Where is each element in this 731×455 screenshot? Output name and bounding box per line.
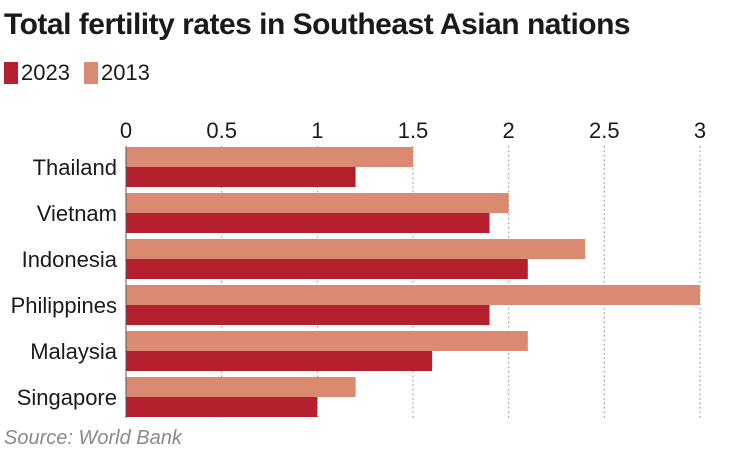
- legend-label-2023: 2023: [21, 60, 70, 85]
- x-tick-label: 2: [503, 118, 515, 143]
- category-label: Thailand: [33, 155, 117, 180]
- x-tick-label: 1.5: [398, 118, 429, 143]
- legend-item-2013: 2013: [83, 60, 150, 86]
- x-tick-label: 1: [311, 118, 323, 143]
- bar-2013-indonesia: [126, 239, 586, 259]
- bar-2013-singapore: [126, 377, 356, 397]
- bar-2023-vietnam: [126, 213, 490, 233]
- bar-chart: 0 0.5 1 1.5 2 2.5 3 Thailand Vietnam Indonesia Phi…: [11, 118, 706, 418]
- bar-2023-malaysia: [126, 351, 433, 371]
- category-label: Singapore: [17, 385, 117, 410]
- category-label: Malaysia: [30, 339, 118, 364]
- chart-title: Total fertility rates in Southeast Asian…: [4, 8, 631, 41]
- legend-swatch-2023: [4, 62, 18, 84]
- bar-2023-indonesia: [126, 259, 528, 279]
- x-tick-label: 2.5: [589, 118, 620, 143]
- chart-source: Source: World Bank: [4, 427, 182, 449]
- bar-2013-vietnam: [126, 193, 509, 213]
- bar-2023-singapore: [126, 397, 318, 417]
- bar-2023-philippines: [126, 305, 490, 325]
- legend-swatch-2013: [83, 62, 98, 84]
- bar-2013-malaysia: [126, 331, 528, 351]
- bar-2013-philippines: [126, 285, 700, 305]
- legend: 2023 2013: [4, 60, 164, 86]
- x-tick-label: 0: [120, 118, 132, 143]
- bar-2013-thailand: [126, 147, 413, 167]
- category-label: Indonesia: [22, 247, 118, 272]
- legend-label-2013: 2013: [100, 60, 150, 85]
- x-tick-label: 0.5: [206, 118, 237, 143]
- x-tick-label: 3: [694, 118, 706, 143]
- bar-2023-thailand: [126, 167, 356, 187]
- category-label: Vietnam: [37, 201, 117, 226]
- category-label: Philippines: [11, 293, 117, 318]
- legend-item-2023: 2023: [4, 60, 70, 86]
